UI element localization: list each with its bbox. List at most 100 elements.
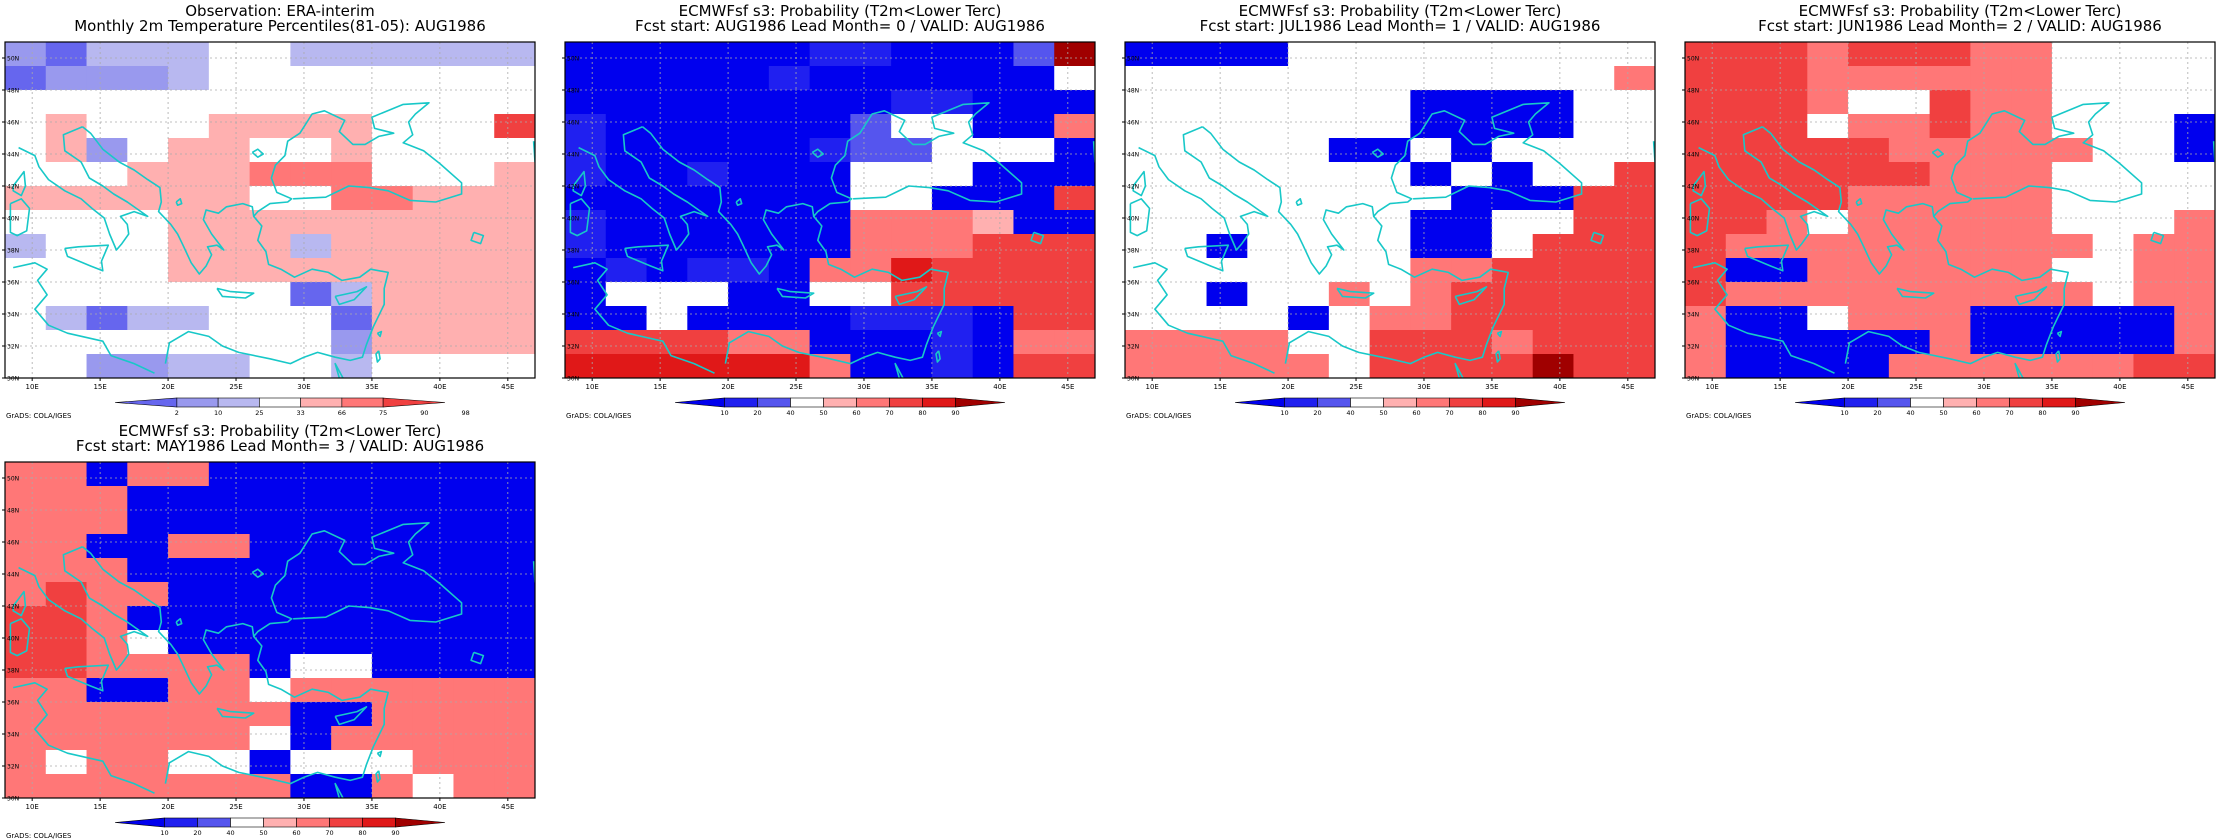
grid-cell — [1013, 258, 1055, 283]
legend-swatch — [1943, 397, 1977, 408]
grid-cell — [1288, 114, 1330, 139]
grid-cell — [1369, 234, 1411, 259]
legend-level-label: 10 — [1280, 409, 1288, 417]
y-tick-label: 40N — [1687, 216, 1699, 223]
y-tick-label: 42N — [1687, 184, 1699, 191]
grid-cell — [127, 510, 169, 535]
grid-cell — [1888, 330, 1931, 355]
grid-cell — [687, 330, 729, 355]
grid-cell — [494, 774, 535, 798]
grid-cell — [565, 42, 607, 67]
grid-cell — [168, 114, 210, 139]
grid-cell — [249, 774, 291, 798]
grid-cell — [453, 486, 495, 511]
grid-cells — [565, 42, 1095, 378]
x-tick-label: 40E — [1553, 383, 1566, 391]
grid-cell — [208, 210, 251, 235]
grid-cell — [290, 582, 332, 607]
grid-cell — [1247, 258, 1289, 283]
grid-cell — [1573, 258, 1615, 283]
grid-cell — [1369, 42, 1411, 67]
legend-swatch — [197, 817, 231, 828]
x-tick-label: 40E — [433, 383, 446, 391]
grid-cell — [931, 234, 974, 259]
grid-cell — [2133, 210, 2175, 235]
grid-cell — [646, 210, 688, 235]
x-tick-label: 30E — [297, 803, 310, 811]
grid-cell — [45, 42, 88, 67]
grid-cell — [1532, 282, 1575, 307]
grid-cell — [1614, 330, 1655, 355]
grid-cell — [768, 258, 811, 283]
grid-cell — [127, 462, 169, 487]
grid-cell — [2051, 90, 2094, 115]
grid-cell — [1054, 162, 1095, 187]
grid-cell — [972, 330, 1015, 355]
grid-cells — [1125, 42, 1655, 378]
grid-cell — [1614, 258, 1655, 283]
grid-cell — [1807, 162, 1849, 187]
grid-cell — [1614, 210, 1655, 235]
grid-cell — [1970, 354, 2012, 378]
y-tick-label: 34N — [567, 312, 579, 319]
grid-cell — [1725, 354, 1768, 378]
grid-cell — [728, 186, 770, 211]
grid-cell — [290, 702, 332, 727]
legend-swatch — [1877, 397, 1911, 408]
grid-cell — [1573, 210, 1615, 235]
legend-level-label: 70 — [325, 829, 333, 837]
grid-cell — [45, 282, 88, 307]
grid-cell — [1614, 42, 1655, 67]
grid-cell — [1848, 186, 1890, 211]
grid-cell — [208, 654, 251, 679]
grid-cell — [1247, 354, 1289, 378]
y-tick-label: 50N — [1687, 56, 1699, 63]
grid-cell — [1532, 210, 1575, 235]
grid-cell — [168, 750, 210, 775]
grid-cell — [453, 66, 495, 91]
grid-cell — [371, 138, 414, 163]
x-tick-label: 10E — [26, 803, 39, 811]
grid-cell — [646, 354, 688, 378]
grid-cell — [1888, 234, 1931, 259]
grid-cell — [45, 510, 88, 535]
grid-cell — [1614, 162, 1655, 187]
grid-cell — [1848, 114, 1890, 139]
grid-cell — [2133, 234, 2175, 259]
grid-cell — [1725, 282, 1768, 307]
grid-cell — [2092, 210, 2135, 235]
grid-cell — [86, 210, 128, 235]
grid-cell — [45, 534, 88, 559]
grid-cell — [1410, 138, 1452, 163]
legend-level-label: 98 — [461, 409, 469, 417]
grid-cell — [494, 42, 535, 67]
y-tick-label: 46N — [1687, 120, 1699, 127]
grid-cell — [1766, 330, 1808, 355]
grid-cell — [494, 234, 535, 259]
legend-swatch — [724, 397, 758, 408]
grid-cell — [1328, 138, 1371, 163]
grid-cell — [1013, 186, 1055, 211]
grid-cell — [565, 282, 607, 307]
grid-cell — [1685, 354, 1727, 378]
grid-cell — [208, 90, 251, 115]
grid-cell — [1054, 114, 1095, 139]
grid-cell — [1807, 330, 1849, 355]
grid-cell — [809, 186, 851, 211]
grid-cell — [127, 558, 169, 583]
grid-cell — [453, 258, 495, 283]
color-legend: 2 10 25 33 66 75 90 98 — [114, 397, 470, 417]
grid-cell — [45, 702, 88, 727]
grid-cell — [1328, 90, 1371, 115]
x-tick-label: 20E — [721, 383, 734, 391]
grid-cell — [168, 138, 210, 163]
grid-cell — [1685, 114, 1727, 139]
grid-cell — [728, 282, 770, 307]
grid-cell — [1766, 210, 1808, 235]
grid-cell — [1970, 306, 2012, 331]
grid-cell — [891, 90, 933, 115]
grid-cell — [1725, 66, 1768, 91]
map-canvas: 10E 15E 20E 25E 30E 35E 40E 45E 30N 32N 34N 36N 38N 4… — [562, 41, 1096, 417]
grid-cell — [891, 282, 933, 307]
grads-credit: GrADS: COLA/IGES — [566, 412, 632, 420]
